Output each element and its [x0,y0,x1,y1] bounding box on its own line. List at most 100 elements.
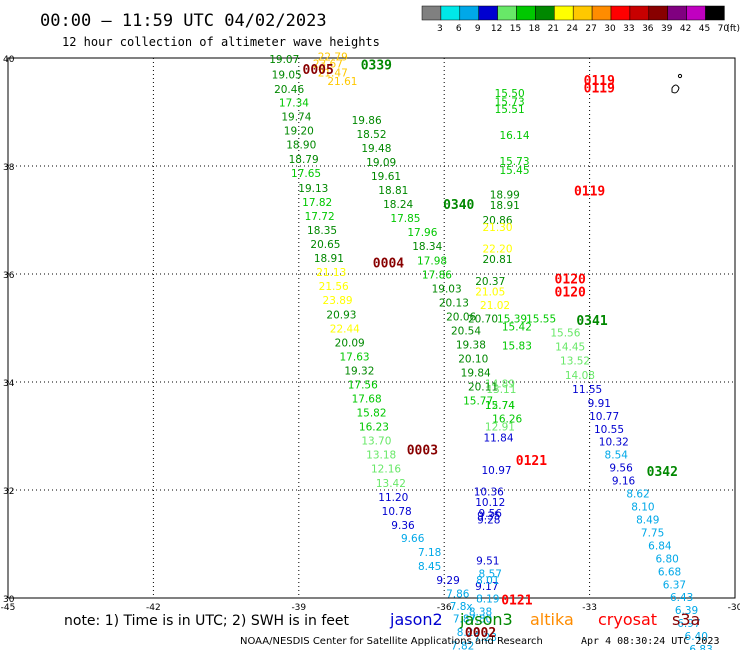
colorbar-swatch [554,5,574,21]
swh-value: 19.38 [456,340,486,352]
swh-value: 7.75 [641,527,664,539]
swh-value: 15.83 [502,341,532,353]
colorbar-tick-label: 3 [437,24,443,34]
swh-value: 7.80 [469,613,492,625]
colorbar-swatch [572,5,593,21]
island-marker-icon [677,73,683,79]
swh-value: 6.83 [689,644,712,650]
colorbar-swatch [629,5,650,21]
colorbar-tick-label: 33 [623,24,634,34]
swh-value: 12.16 [371,464,401,476]
swh-value: 7.87 [453,613,476,625]
swh-value: 15.50 [495,88,525,100]
track-label: 0120 [555,286,586,301]
swh-value: 8.19 [476,593,499,605]
track-label: 0119 [574,185,605,200]
track-label: 0120 [555,273,586,288]
y-tick-label: 30 [3,595,15,605]
island-outline-icon [671,84,680,94]
colorbar-unit: (ft) [726,24,740,34]
colorbar-tick-label: 30 [604,24,616,34]
swh-value: 13.52 [560,356,590,368]
swh-value: 18.34 [412,241,442,253]
track-labels: 0005 033901190119011903400004012001200341… [303,58,678,641]
satellite-legend-altika: altika [530,610,574,629]
swh-value: 15.51 [495,104,525,116]
track-label: 0005 [303,63,334,78]
swh-value: 19.74 [281,112,311,124]
satellite-legend-jason3: jason3 [459,610,513,629]
plot-frame [7,57,736,599]
colorbar-tick-label: 18 [529,24,541,34]
swh-value: 14.45 [555,342,585,354]
swh-value: 15.55 [526,314,556,326]
swh-value: 18.91 [314,253,344,265]
swh-value: 8.57 [479,568,502,580]
track-label: 0339 [361,58,392,73]
swh-value: 20.13 [439,297,469,309]
swh-value: 19.61 [371,171,401,183]
swh-value: 7.23 [474,632,497,644]
swh-value: 22.44 [330,323,360,335]
swh-value: 8.01 [476,575,499,587]
swh-value: 12.91 [485,422,515,434]
swh-value: 10.97 [482,465,512,477]
track-label: 0119 [584,74,615,89]
swh-value: 17.98 [417,255,447,267]
y-tick-label: 34 [3,379,15,389]
swh-value: 15.45 [499,165,529,177]
swh-value: 9.36 [391,520,415,532]
swh-value: 7.86 [446,588,470,600]
swh-value: 19.86 [352,115,382,127]
swh-value: 14.08 [565,370,595,382]
swh-value: 7.8x [450,601,473,613]
swh-value: 12.74 [485,400,515,412]
swh-value: 9.56 [479,508,503,520]
swh-value: 22.20 [482,243,512,255]
swh-value: 10.36 [474,486,504,498]
swh-value: 8.22 [457,627,480,639]
swh-value: 20.93 [326,309,356,321]
swh-value: 21.61 [327,76,357,88]
colorbar-tick-label: 21 [548,24,559,34]
swh-value: 16.26 [492,414,522,426]
colorbar-swatch [648,5,668,21]
swh-value: 20.37 [475,276,505,288]
swh-value: 9.56 [609,463,633,475]
swh-value: 18.91 [490,200,520,212]
swh-value: 6.37 [663,579,686,591]
y-tick-label: 38 [3,163,15,173]
swh-value: 21.05 [475,287,505,299]
swh-value: 20.65 [310,239,340,251]
swh-value: 20.54 [451,325,481,337]
swh-value: 13.11 [486,384,516,396]
swh-value: 17.56 [348,379,378,391]
swh-value: 7.18 [418,547,441,559]
swh-value: 6.97 [677,618,700,630]
swh-value: 13.18 [366,450,396,462]
colorbar-swatch [497,5,517,21]
swh-value: 20.46 [274,84,304,96]
swh-value: 16.23 [359,422,389,434]
swh-value: 14.89 [485,378,515,390]
swh-value: 6.84 [648,540,672,552]
track-label: 0121 [501,593,532,608]
swh-value: 8.10 [631,502,654,514]
swh-value: 20.81 [482,254,512,266]
swh-value: 10.32 [599,437,629,449]
x-tick-label: -39 [291,603,306,613]
colorbar-tick-label: 27 [585,24,596,34]
swh-value: 18.81 [378,185,408,197]
swh-value: 22.79 [318,52,348,64]
colorbar-tick-label: 12 [491,24,502,34]
colorbar-swatch [667,5,687,21]
x-tick-label: -30 [728,603,740,613]
footer-timestamp: Apr 4 08:30:24 UTC 2023 [581,636,719,647]
swh-value: 13.70 [361,436,391,448]
track-label: 0002 [465,626,496,641]
swh-value: 18.24 [383,199,413,211]
colorbar-swatch [478,5,498,21]
track-label: 0341 [576,314,607,329]
track-label: 0003 [407,443,438,458]
